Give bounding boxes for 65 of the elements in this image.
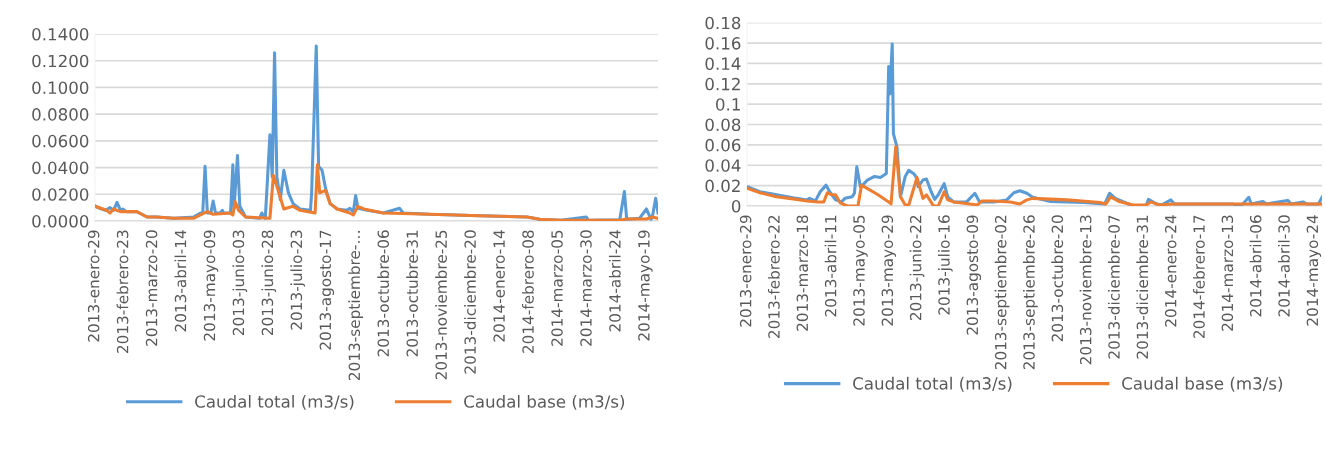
y-tick-label: 0	[731, 199, 741, 213]
y-tick-label: 0.08	[705, 118, 741, 132]
x-tick-label: 2013-agosto-17	[319, 230, 335, 350]
x-tick-label: 2013-abril-11	[824, 215, 837, 317]
x-tick-label: 2013-diciembre-07	[1107, 215, 1120, 359]
x-tick-label: 2014-marzo-30	[580, 230, 592, 346]
y-tick-label: 0.18	[705, 16, 741, 30]
x-tick-label: 2014-mayo-19	[638, 230, 653, 341]
y-tick-label: 0.0400	[32, 161, 89, 175]
legend-label: Caudal base (m3/s)	[464, 394, 625, 410]
x-tick-label: 2013-septiembre-…	[348, 231, 364, 381]
x-tick-label: 2013-junio-22	[909, 215, 925, 321]
x-tick-label: 2014-abril-30	[1278, 215, 1290, 317]
x-tick-label: 2013-enero-29	[739, 215, 752, 327]
x-tick-label: 2013-septiembre-26	[1022, 215, 1038, 370]
line-series	[747, 145, 1322, 206]
x-tick-label: 2014-febrero-17	[1193, 215, 1205, 338]
y-tick-label: 0.1200	[32, 54, 89, 68]
x-tick-label: 2013-marzo-18	[796, 215, 809, 331]
y-tick-label: 0.1	[716, 98, 740, 111]
x-tick-label: 2013-marzo-20	[145, 230, 158, 346]
x-tick-label: 2013-junio-03	[232, 230, 248, 336]
x-tick-label: 2013-enero-29	[87, 230, 100, 342]
x-tick-label: 2013-mayo-09	[203, 230, 219, 341]
y-tick-label: 0.06	[705, 138, 741, 152]
x-tick-label: 2014-mayo-24	[1306, 215, 1322, 326]
x-tick-label: 2013-julio-16	[937, 215, 953, 315]
x-tick-label: 2014-marzo-13	[1221, 215, 1234, 331]
y-tick-label: 0.16	[705, 37, 741, 50]
x-tick-label: 2013-abril-14	[174, 230, 187, 332]
x-tick-label: 2013-diciembre-20	[464, 230, 476, 374]
legend-label: Caudal total (m3/s)	[853, 376, 1012, 392]
y-tick-label: 0.04	[705, 159, 741, 172]
y-tick-label: 0.0000	[32, 214, 89, 228]
x-tick-label: 2013-julio-23	[290, 230, 306, 330]
x-tick-label: 2013-agosto-09	[966, 215, 982, 335]
x-tick-label: 2013-febrero-22	[767, 215, 780, 338]
y-tick-label: 0.0600	[32, 134, 89, 148]
x-tick-label: 2013-diciembre-31	[1136, 215, 1149, 359]
y-tick-label: 0.0800	[32, 108, 89, 121]
x-tick-label: 2014-febrero-08	[522, 230, 534, 353]
x-tick-label: 2014-marzo-05	[551, 230, 563, 346]
x-tick-label: 2013-octubre-31	[406, 230, 418, 357]
x-tick-label: 2013-mayo-05	[853, 215, 868, 326]
y-tick-label: 0.1400	[32, 27, 89, 41]
x-tick-label: 2014-abril-06	[1249, 215, 1262, 317]
y-tick-label: 0.1000	[32, 81, 89, 94]
legend-label: Caudal total (m3/s)	[195, 394, 354, 410]
x-tick-label: 2013-septiembre-02	[994, 215, 1010, 370]
x-tick-label: 2013-octubre-20	[1051, 215, 1064, 342]
line-series	[95, 163, 658, 221]
x-tick-label: 2014-enero-14	[493, 230, 505, 342]
x-tick-label: 2013-noviembre-25	[435, 230, 447, 380]
x-tick-label: 2013-mayo-29	[881, 215, 897, 326]
x-tick-label: 2014-abril-24	[608, 230, 621, 332]
y-tick-label: 0.02	[705, 179, 740, 193]
x-tick-label: 2013-junio-28	[261, 230, 277, 336]
x-tick-label: 2014-enero-24	[1164, 215, 1177, 327]
legend-label: Caudal base (m3/s)	[1122, 376, 1283, 392]
y-tick-label: 0.14	[705, 57, 741, 70]
x-tick-label: 2013-noviembre-13	[1079, 215, 1092, 365]
x-tick-label: 2013-febrero-23	[116, 230, 129, 353]
y-tick-label: 0.12	[705, 77, 740, 91]
y-tick-label: 0.0200	[32, 188, 89, 201]
x-tick-label: 2013-octubre-06	[377, 230, 390, 357]
